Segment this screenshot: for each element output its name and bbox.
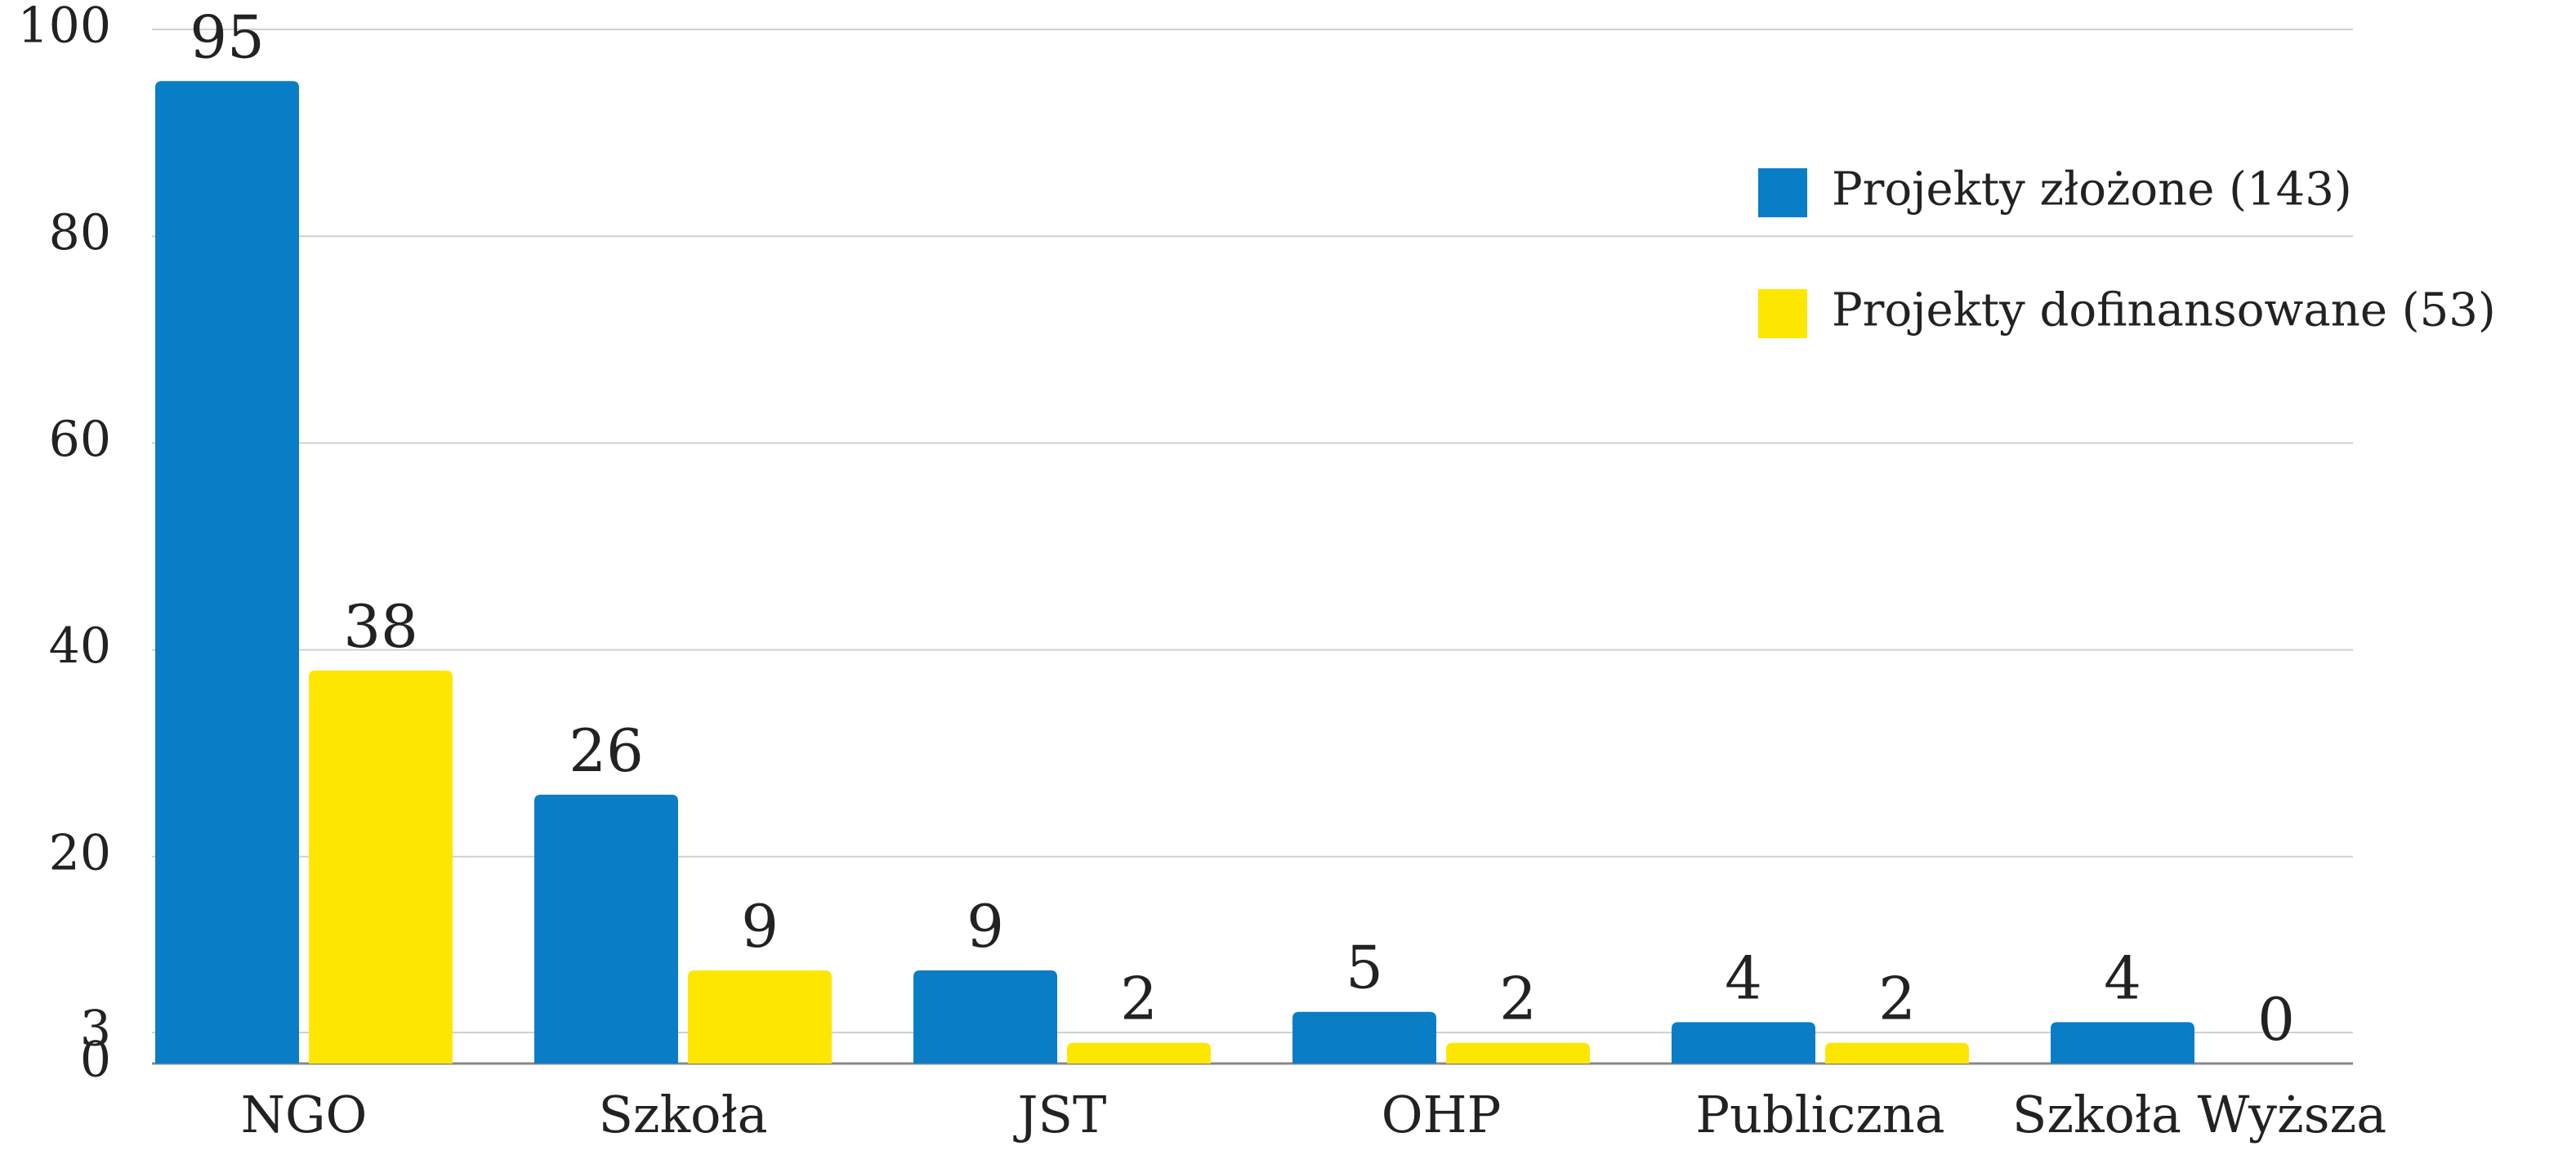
x-tick-label: Publiczna xyxy=(1695,1085,1944,1144)
x-tick-label: OHP xyxy=(1382,1085,1502,1144)
y-tick-label: 20 xyxy=(49,824,111,881)
x-tick-label: Szkoła Wyższa xyxy=(2012,1085,2386,1144)
bar xyxy=(155,81,299,1064)
x-tick-label: Szkoła xyxy=(598,1085,767,1144)
bar xyxy=(534,794,678,1064)
value-label: 26 xyxy=(569,716,644,785)
bar xyxy=(2051,1022,2194,1064)
x-tick-label: JST xyxy=(1013,1085,1107,1144)
y-tick-label: 60 xyxy=(49,411,111,468)
y-tick-label: 0 xyxy=(80,1032,111,1089)
y-tick-label: 80 xyxy=(49,204,111,261)
x-tick-label: NGO xyxy=(241,1085,368,1144)
y-tick-label: 3 xyxy=(80,1001,111,1058)
value-label: 4 xyxy=(1725,943,1762,1012)
bar xyxy=(1292,1011,1436,1064)
value-label: 2 xyxy=(1120,965,1158,1033)
value-label: 9 xyxy=(741,892,779,961)
value-label: 9 xyxy=(967,892,1004,961)
bar xyxy=(1067,1042,1211,1064)
value-label: 4 xyxy=(2104,943,2141,1012)
bar xyxy=(309,670,453,1064)
legend-label: Projekty dofinansowane (53) xyxy=(1832,284,2496,337)
bar xyxy=(1672,1022,1815,1064)
bar xyxy=(688,970,832,1064)
bar xyxy=(913,970,1057,1064)
value-label: 95 xyxy=(190,2,265,71)
value-label: 5 xyxy=(1346,934,1383,1002)
value-label: 2 xyxy=(1499,965,1537,1033)
y-tick-label: 100 xyxy=(17,0,111,55)
legend-swatch xyxy=(1758,168,1807,217)
legend-swatch xyxy=(1758,289,1807,338)
legend-label: Projekty złożone (143) xyxy=(1832,163,2352,216)
bar xyxy=(1446,1042,1590,1064)
value-label: 2 xyxy=(1878,965,1916,1033)
bar xyxy=(1825,1042,1969,1064)
value-label: 0 xyxy=(2257,985,2295,1054)
value-label: 38 xyxy=(343,592,418,661)
y-tick-label: 40 xyxy=(49,618,111,675)
